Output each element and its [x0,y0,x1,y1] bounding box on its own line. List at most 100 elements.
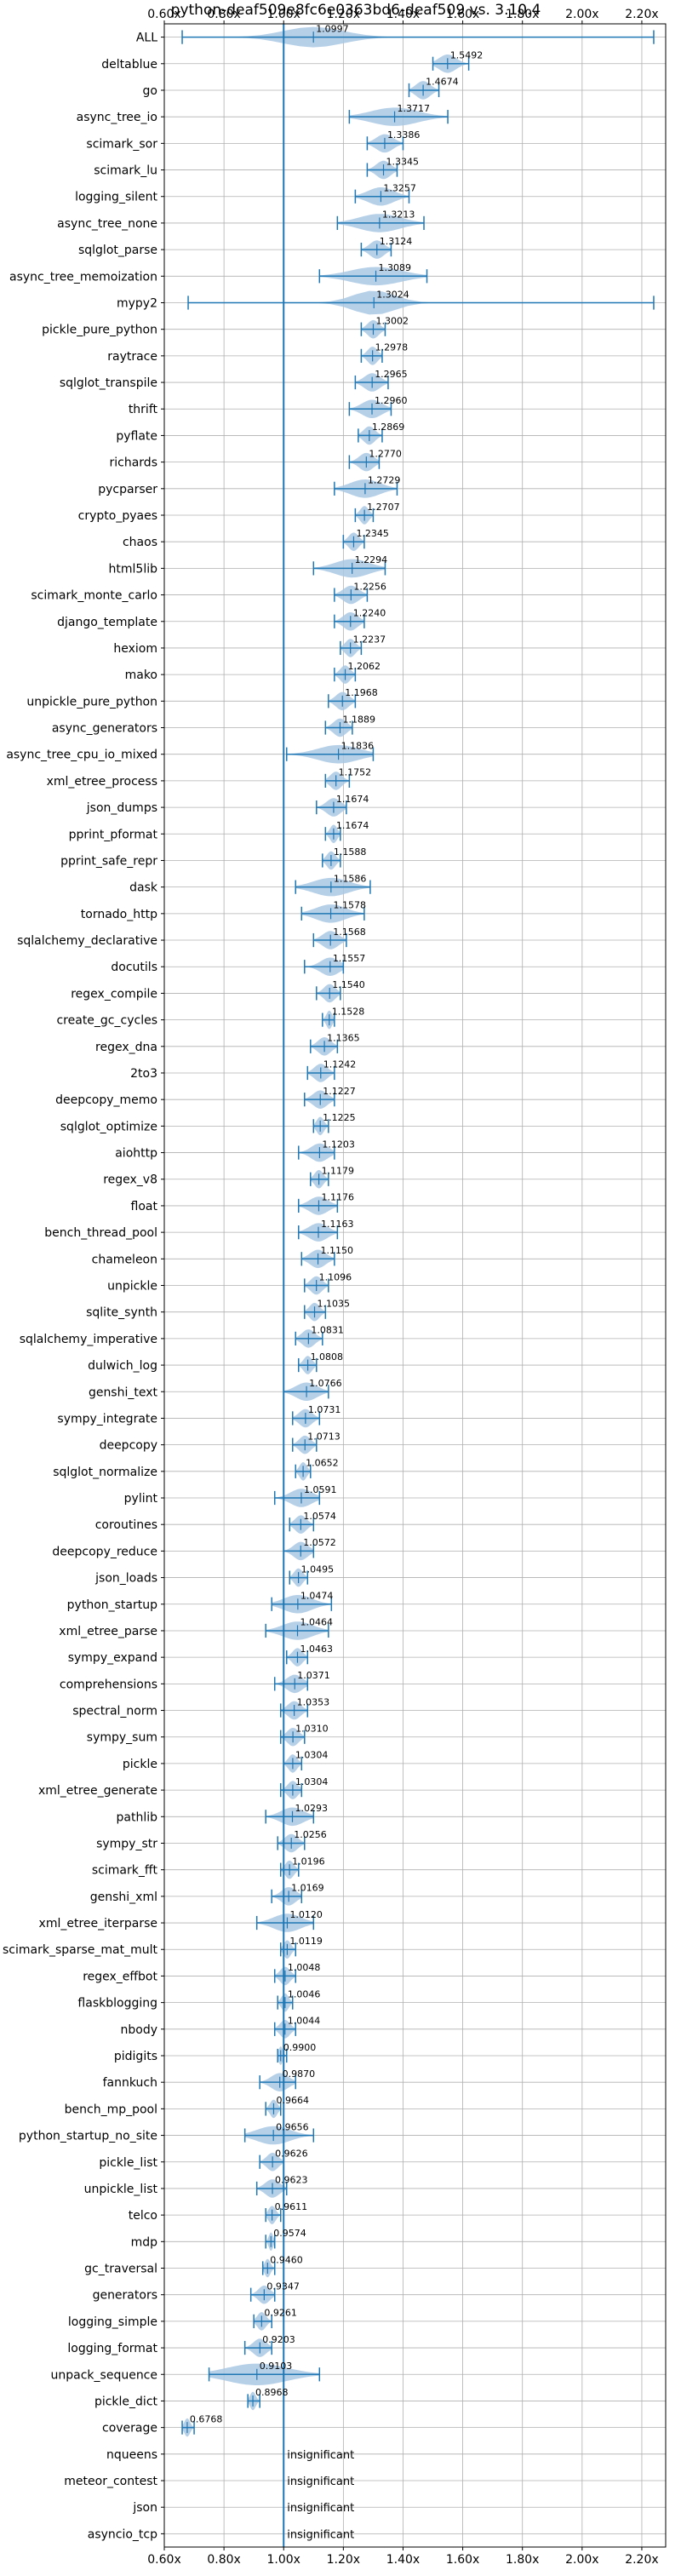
value-label: 0.9103 [260,2361,293,2372]
benchmark-label: unpickle [107,1280,157,1294]
benchmark-label: sympy_expand [68,1651,157,1665]
benchmark-label: chameleon [92,1253,157,1266]
benchmark-label: dask [129,881,158,895]
value-label: 1.1889 [342,714,375,725]
value-label: 1.0463 [300,1644,333,1655]
benchmark-label: pickle_pure_python [42,324,157,337]
benchmark-label: xml_etree_generate [38,1784,157,1798]
value-label: 1.2345 [356,528,389,539]
benchmark-label: unpickle_list [84,2183,158,2196]
benchmark-label: python_startup_no_site [19,2130,157,2143]
value-label: 1.2237 [353,634,386,645]
benchmark-label: xml_etree_parse [59,1625,157,1638]
value-label: 1.1227 [323,1086,356,1097]
x-tick-label-bottom: 0.80x [207,2553,240,2567]
value-label: 1.2707 [367,502,400,513]
value-label: 1.1225 [323,1112,356,1123]
grid-lines [163,24,666,2547]
value-label: 1.3124 [380,236,413,247]
plot-frame [163,23,667,2548]
x-tick-label-bottom: 0.60x [147,2553,180,2567]
value-label: 1.2294 [355,554,388,565]
value-label: 1.1836 [341,740,375,751]
x-tick-label-bottom: 1.20x [327,2553,360,2567]
benchmark-label: pycparser [98,483,157,496]
value-label: 1.2965 [375,369,408,380]
benchmark-label: mypy2 [117,296,157,310]
value-label: 1.0353 [297,1696,330,1707]
value-label: 1.1179 [322,1166,355,1177]
value-label: 1.3345 [386,156,420,167]
value-label: 1.3089 [379,262,412,273]
value-label: 1.1176 [321,1192,354,1203]
value-label: 1.1035 [318,1298,351,1309]
benchmark-label: django_template [57,616,157,629]
value-label: 1.0713 [307,1431,340,1442]
benchmark-label: aiohttp [115,1147,157,1161]
benchmark-label: sympy_str [96,1837,157,1850]
benchmark-label: go [143,84,157,98]
value-label: 1.1203 [322,1139,355,1150]
benchmark-label: unpickle_pure_python [26,695,157,709]
value-label: 1.1968 [345,687,378,698]
value-label: 1.1568 [333,927,366,938]
benchmark-label: async_generators [52,722,157,736]
value-label: 1.1150 [321,1245,354,1256]
benchmark-label: deepcopy [100,1439,157,1453]
benchmark-label: create_gc_cycles [56,1014,157,1028]
benchmark-label: bench_thread_pool [44,1226,157,1240]
benchmark-label: flaskblogging [77,1997,157,2011]
value-label: 1.0591 [304,1484,337,1495]
x-tick-label-bottom: 2.00x [565,2553,598,2567]
value-label: 1.5492 [450,50,484,61]
value-label: 1.3024 [376,289,409,300]
benchmark-label: regex_v8 [103,1173,157,1187]
value-label: 1.0119 [289,1936,323,1947]
benchmark-label: async_tree_cpu_io_mixed [6,749,157,762]
value-label: 1.2062 [348,661,381,672]
value-label: 1.0310 [295,1723,329,1734]
value-label: 1.1586 [334,873,367,884]
violins [182,26,654,2437]
value-label: 0.9664 [276,2095,309,2106]
value-label: 1.0495 [301,1563,335,1575]
benchmark-label: deepcopy_reduce [52,1545,157,1558]
benchmark-label: json [132,2501,157,2515]
benchmark-label: scimark_sparse_mat_mult [3,1943,157,1957]
value-label: 1.0120 [289,1909,323,1920]
value-label: 1.1557 [333,953,366,964]
benchmark-label: nbody [121,2023,158,2037]
benchmark-label: html5lib [109,562,158,576]
value-label: 1.1588 [334,846,367,858]
value-label: 1.0574 [303,1511,336,1522]
value-label: 1.1096 [319,1271,352,1282]
benchmark-label: logging_silent [75,191,157,204]
benchmark-label: sqlalchemy_imperative [20,1333,157,1346]
benchmark-label: 2to3 [130,1067,157,1081]
benchmark-label: thrift [129,403,158,416]
value-label: 1.0474 [300,1591,334,1602]
benchmark-label: json_dumps [86,801,157,815]
value-label: 1.1540 [332,979,365,990]
value-label: 1.1365 [327,1033,360,1044]
benchmark-label: pylint [124,1492,158,1506]
benchmark-label: async_tree_io [77,111,157,124]
benchmark-label: sqlglot_transpile [60,376,157,390]
value-label: 1.4674 [426,77,459,88]
value-label: 1.2256 [353,581,386,592]
value-label: 1.3213 [382,209,415,221]
value-label: 1.1163 [321,1219,354,1230]
benchmark-label: sqlglot_normalize [53,1466,157,1479]
benchmark-label: pathlib [117,1810,158,1824]
benchmark-label: mdp [131,2235,158,2249]
benchmark-label: async_tree_none [57,217,157,231]
benchmark-label: gc_traversal [84,2263,157,2276]
value-label: 0.9656 [276,2121,309,2132]
value-label: 0.9203 [262,2334,295,2345]
value-label: 1.1242 [323,1059,357,1070]
value-label: 1.0048 [288,1962,321,1973]
value-label: 1.0169 [291,1883,324,1894]
benchmark-label: sympy_integrate [57,1412,157,1426]
benchmark-label: asyncio_tcp [88,2527,157,2541]
